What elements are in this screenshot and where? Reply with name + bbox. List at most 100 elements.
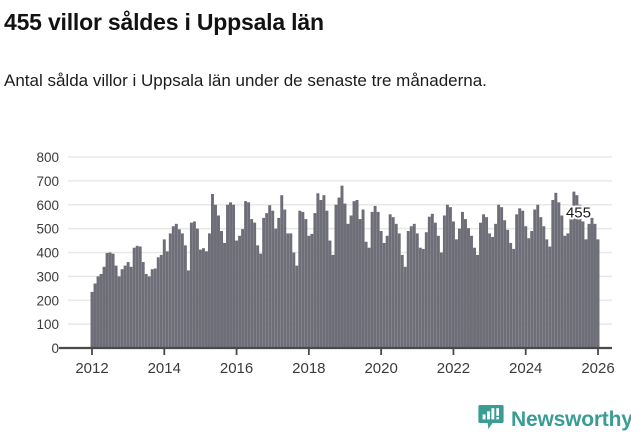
bar bbox=[253, 222, 257, 348]
highlight-value-label: 455 bbox=[566, 204, 591, 221]
bar bbox=[457, 228, 461, 349]
bar bbox=[138, 246, 142, 348]
bar bbox=[536, 204, 540, 348]
bar bbox=[301, 211, 305, 348]
bar bbox=[593, 223, 597, 348]
bar bbox=[343, 203, 347, 348]
bar bbox=[418, 247, 422, 348]
bar bbox=[147, 276, 151, 349]
bar bbox=[337, 197, 341, 348]
bar bbox=[153, 268, 157, 348]
bar bbox=[509, 242, 513, 348]
bar bbox=[265, 213, 269, 348]
x-axis-tick-label: 2014 bbox=[148, 360, 181, 377]
bar bbox=[207, 233, 211, 348]
bar bbox=[150, 269, 154, 348]
y-axis-tick-labels: 0 100 200 300 400 500 600 700 800 bbox=[36, 150, 59, 356]
bar bbox=[406, 231, 410, 348]
x-axis-tick-labels: 2012 2014 2016 2018 2020 2022 2024 2026 bbox=[75, 360, 614, 377]
bar bbox=[382, 242, 386, 348]
bar bbox=[274, 228, 278, 349]
bar bbox=[494, 223, 498, 348]
bar bbox=[174, 223, 178, 348]
x-axis-tick-label: 2016 bbox=[220, 360, 253, 377]
bar bbox=[560, 215, 564, 348]
bar bbox=[361, 209, 365, 348]
bar bbox=[515, 214, 519, 348]
y-axis-tick-label: 600 bbox=[36, 198, 59, 213]
bar bbox=[479, 222, 483, 348]
bar bbox=[195, 228, 199, 349]
bar bbox=[99, 273, 103, 348]
bar bbox=[96, 276, 100, 349]
bar bbox=[506, 229, 510, 348]
bar bbox=[144, 273, 148, 348]
y-axis-tick-label: 0 bbox=[51, 341, 59, 356]
bar bbox=[250, 219, 254, 348]
bar bbox=[581, 221, 585, 348]
bar bbox=[394, 223, 398, 348]
bar bbox=[548, 246, 552, 348]
bar bbox=[198, 249, 202, 348]
bar bbox=[156, 257, 160, 348]
bar bbox=[373, 205, 377, 348]
bar bbox=[304, 219, 308, 348]
bar bbox=[530, 231, 534, 348]
bar bbox=[132, 247, 136, 348]
bar bbox=[545, 239, 549, 348]
bar bbox=[433, 222, 437, 348]
bar bbox=[476, 254, 479, 348]
bar bbox=[584, 239, 588, 348]
bar bbox=[120, 269, 124, 348]
bar bbox=[298, 210, 302, 348]
bar bbox=[126, 262, 130, 348]
bar bbox=[256, 245, 260, 348]
bar bbox=[391, 217, 395, 348]
bar bbox=[111, 253, 115, 348]
bar bbox=[569, 207, 573, 348]
bar bbox=[328, 240, 332, 348]
bar bbox=[192, 221, 196, 348]
x-axis-tick-label: 2020 bbox=[364, 360, 397, 377]
chart-subtitle: Antal sålda villor i Uppsala län under d… bbox=[4, 71, 487, 90]
bar bbox=[283, 209, 287, 348]
y-axis-tick-label: 100 bbox=[36, 317, 59, 332]
bar bbox=[247, 202, 251, 348]
bar bbox=[439, 252, 443, 348]
bar bbox=[262, 217, 266, 348]
bar bbox=[454, 239, 458, 348]
bar bbox=[503, 220, 507, 348]
y-axis-tick-label: 500 bbox=[36, 222, 59, 237]
bar bbox=[135, 245, 139, 348]
bar bbox=[388, 214, 392, 348]
bar bbox=[554, 192, 558, 348]
bar bbox=[286, 233, 290, 348]
bar bbox=[427, 216, 431, 348]
bar bbox=[587, 223, 591, 348]
newsworthy-logo[interactable]: Newsworthy bbox=[478, 405, 631, 435]
bar bbox=[201, 248, 205, 348]
bar bbox=[460, 211, 464, 348]
bar bbox=[355, 199, 359, 348]
bar bbox=[412, 223, 416, 348]
bar bbox=[331, 254, 335, 348]
bar bbox=[539, 217, 543, 348]
bar bbox=[358, 219, 362, 348]
bar bbox=[93, 283, 97, 348]
bar bbox=[171, 226, 175, 348]
bar bbox=[235, 240, 239, 348]
bar bbox=[316, 193, 320, 348]
bar bbox=[491, 236, 495, 348]
bar bbox=[421, 248, 425, 348]
bar bbox=[590, 217, 594, 348]
bar bbox=[177, 229, 181, 348]
bar bbox=[376, 211, 380, 348]
x-axis-tick-label: 2026 bbox=[581, 360, 614, 377]
bar bbox=[370, 211, 374, 348]
bar bbox=[340, 185, 344, 348]
bar bbox=[578, 204, 582, 348]
bar bbox=[141, 262, 145, 348]
